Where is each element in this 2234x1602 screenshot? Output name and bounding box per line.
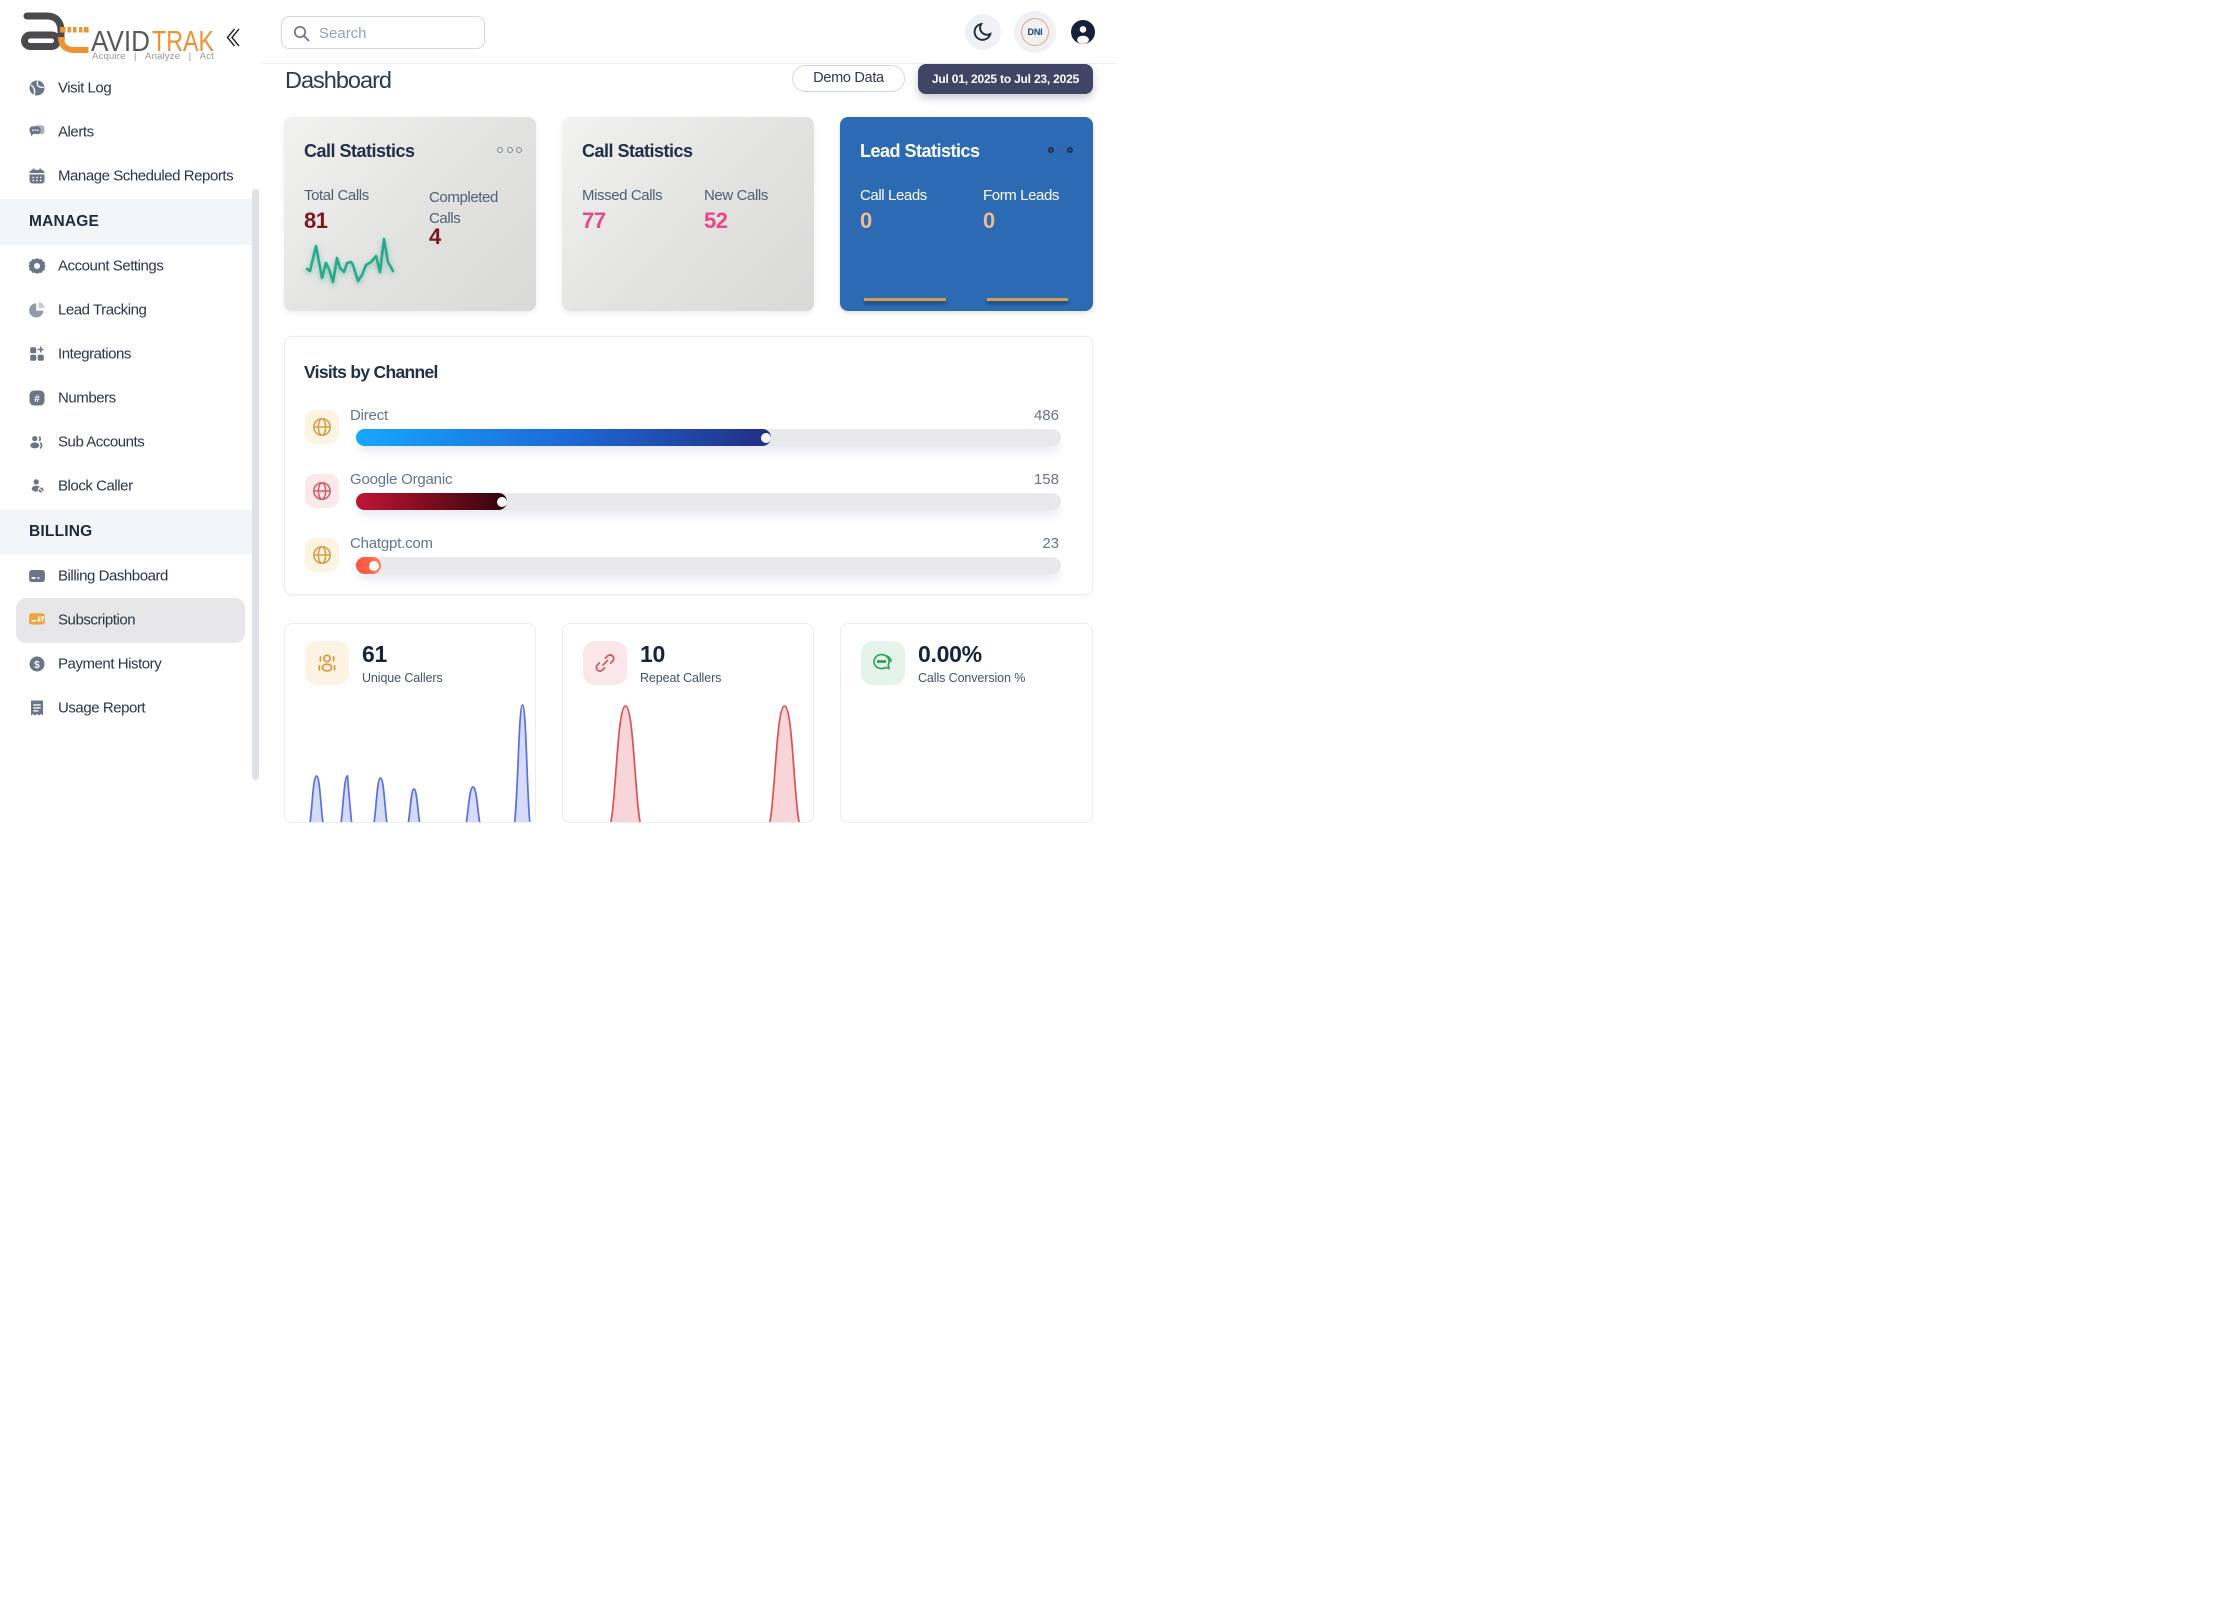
svg-text:#: # [34, 394, 40, 405]
svg-text:TRAK: TRAK [152, 26, 215, 58]
svg-text:$: $ [34, 660, 40, 671]
svg-text:AVID: AVID [91, 26, 150, 58]
